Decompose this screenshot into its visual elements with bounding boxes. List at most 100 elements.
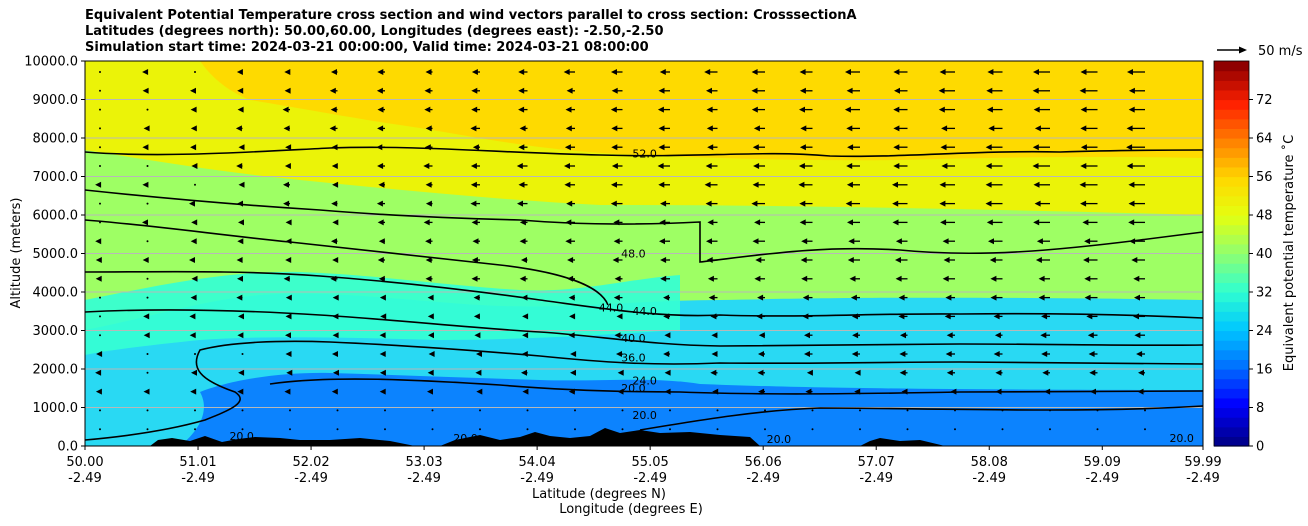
wind-vector-head — [238, 369, 245, 376]
wind-vector-13 — [99, 315, 101, 318]
wind-vector-head — [522, 332, 529, 339]
wind-vector-head — [707, 144, 714, 151]
x-tick-label-lat-9: 59.09 — [1084, 455, 1121, 470]
wind-vector-83 — [283, 125, 290, 132]
wind-vector-448 — [1128, 219, 1145, 226]
wind-vector-head — [799, 219, 806, 226]
wind-vector-head — [331, 69, 337, 75]
wind-vector-head — [946, 332, 953, 339]
colorbar-segment-27 — [1214, 176, 1249, 187]
field-band-1 — [85, 271, 680, 355]
wind-vector-head — [943, 257, 950, 263]
wind-vector-39 — [146, 428, 149, 431]
wind-vector-286 — [752, 181, 765, 188]
x-tick-label-lat-7: 57.07 — [858, 455, 895, 470]
wind-vector-106 — [332, 181, 339, 188]
wind-vector-head — [566, 87, 573, 94]
wind-vector-313 — [802, 313, 813, 320]
wind-vector-455 — [1136, 351, 1145, 357]
wind-vector-212 — [568, 294, 575, 301]
wind-vector-76 — [238, 369, 245, 376]
wind-vector-433 — [1086, 313, 1098, 320]
wind-vector-171 — [471, 275, 480, 282]
wind-vector-397 — [995, 388, 1003, 395]
wind-vector-409 — [1036, 238, 1050, 245]
wind-vector-19 — [99, 428, 101, 431]
wind-vector-head — [658, 144, 665, 151]
wind-vector-35 — [146, 353, 149, 355]
x-tick-label-lat-10: 59.99 — [1184, 455, 1221, 470]
wind-vector-head — [848, 238, 855, 245]
colorbar-segment-20 — [1214, 243, 1249, 255]
wind-vector-140 — [425, 69, 433, 75]
wind-vector-head — [664, 332, 671, 339]
wind-vector-341 — [894, 87, 908, 94]
wind-vector-head — [1128, 106, 1135, 113]
wind-vector-92 — [285, 294, 292, 301]
wind-vector-366 — [939, 181, 955, 188]
wind-vector-172 — [473, 294, 480, 301]
wind-vector-head — [425, 200, 432, 207]
wind-vector-head — [519, 275, 526, 282]
wind-vector-368 — [940, 219, 955, 226]
wind-vector-360 — [939, 69, 955, 75]
wind-vector-head — [847, 219, 853, 226]
wind-vector-head — [614, 275, 621, 282]
wind-vector-head — [567, 275, 574, 282]
wind-vector-head — [706, 125, 713, 132]
colorbar-segment-4 — [1214, 397, 1249, 409]
contour-labels: 52.048.044.0 44.040.036.024.020.020.020.0… — [229, 147, 1194, 446]
wind-vector-head — [238, 313, 244, 320]
wind-vector-head — [142, 87, 149, 94]
wind-vector-381 — [986, 87, 1003, 94]
chart-title-line-2: Latitudes (degrees north): 50.00,60.00, … — [85, 24, 664, 39]
colorbar-segment-29 — [1214, 157, 1249, 168]
wind-vector-head — [988, 238, 994, 245]
wind-vector-446 — [1128, 181, 1145, 188]
wind-vector-176 — [475, 369, 482, 376]
wind-vector-head — [284, 163, 291, 169]
wind-vector-306 — [798, 181, 813, 188]
wind-vector-210 — [567, 257, 575, 263]
wind-vector-291 — [754, 275, 765, 282]
wind-vector-head — [285, 351, 292, 357]
wind-vector-head — [518, 144, 525, 151]
wind-vector-head — [142, 181, 149, 188]
wind-vector-head — [1138, 369, 1144, 376]
contour-label-6: 24.0 — [632, 374, 657, 387]
wind-vector-138 — [384, 409, 386, 412]
wind-vector-head — [428, 351, 435, 357]
wind-vector-head — [939, 69, 946, 75]
wind-vector-303 — [800, 125, 813, 132]
wind-vector-head — [1080, 125, 1087, 132]
wind-vector-440 — [1127, 69, 1145, 75]
wind-vector-head — [1080, 200, 1087, 207]
wind-vector-head — [332, 219, 339, 226]
wind-vector-423 — [1080, 125, 1098, 132]
wind-vector-head — [1084, 238, 1091, 245]
wind-vector-374 — [946, 332, 955, 339]
wind-vector-208 — [565, 219, 575, 226]
wind-vector-158 — [431, 409, 434, 412]
wind-vector-head — [944, 313, 951, 320]
wind-vector-head — [522, 313, 529, 320]
wind-vector-head — [283, 181, 289, 188]
wind-vector-77 — [237, 388, 244, 395]
wind-vector-head — [376, 200, 383, 207]
wind-vector-head — [331, 200, 338, 207]
wind-vector-243 — [658, 125, 670, 132]
wind-vector-421 — [1079, 87, 1098, 94]
wind-vector-85 — [284, 163, 291, 169]
wind-vector-head — [852, 332, 859, 339]
wind-vector-292 — [757, 294, 765, 301]
wind-vector-181 — [518, 87, 528, 94]
wind-vector-309 — [801, 238, 813, 245]
contour-label-11: 20.0 — [1169, 432, 1194, 445]
wind-vector-431 — [1084, 275, 1098, 282]
wind-vector-111 — [330, 275, 338, 282]
wind-vector-142 — [424, 106, 433, 113]
wind-vector-108 — [332, 219, 339, 226]
wind-vector-head — [616, 313, 623, 320]
wind-vector-head — [285, 144, 292, 151]
wind-vector-head — [994, 332, 1001, 339]
